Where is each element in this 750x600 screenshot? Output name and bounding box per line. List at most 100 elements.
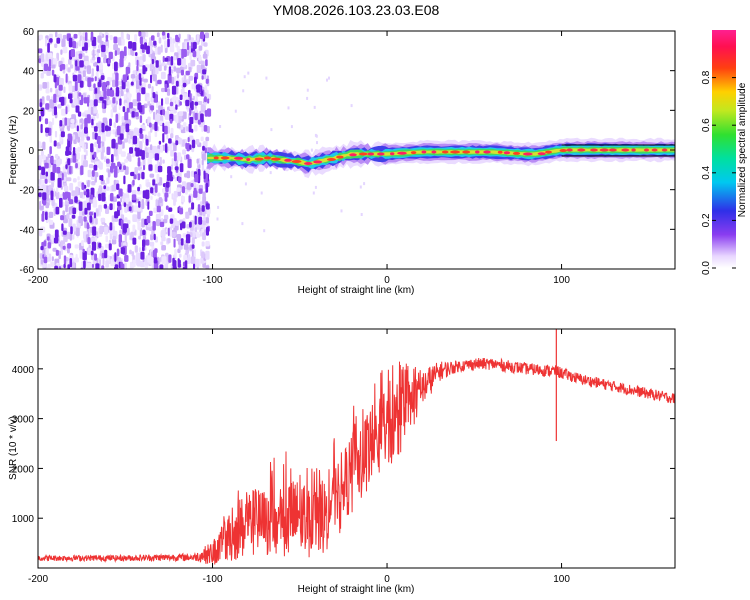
- noise-blob: [124, 234, 127, 243]
- noise-blob: [150, 52, 156, 61]
- noise-blob: [189, 51, 192, 61]
- noise-blob: [98, 255, 102, 260]
- noise-blob: [138, 247, 142, 253]
- noise-blob: [96, 49, 101, 54]
- noise-blob: [128, 41, 133, 49]
- noise-blob: [154, 153, 159, 161]
- noise-blob: [205, 136, 210, 142]
- noise-blob: [152, 179, 156, 186]
- noise-blob: [141, 171, 145, 180]
- snr-y-label: SNR (10 * v/v): [8, 416, 19, 480]
- noise-blob: [162, 109, 165, 116]
- noise-blob: [91, 263, 94, 268]
- colorbar-label: Normalized spectral amplitude: [737, 82, 748, 217]
- noise-blob: [45, 132, 49, 137]
- noise-blob: [68, 199, 74, 205]
- noise-blob: [54, 265, 58, 269]
- noise-blob: [204, 147, 207, 154]
- noise-blob: [185, 99, 190, 107]
- noise-blob: [205, 265, 210, 269]
- noise-blob: [112, 129, 116, 135]
- noise-blob: [146, 215, 151, 224]
- noise-blob: [58, 266, 62, 269]
- noise-blob: [165, 181, 170, 188]
- noise-blob: [52, 58, 58, 65]
- noise-blob: [175, 140, 179, 146]
- noise-blob: [119, 133, 124, 140]
- noise-blob: [157, 46, 161, 55]
- noise-blob: [69, 258, 73, 268]
- ridge-hotspot: [421, 150, 427, 154]
- noise-blob: [84, 42, 88, 51]
- noise-blob: [153, 111, 156, 120]
- noise-blob: [167, 38, 170, 48]
- noise-blob: [114, 266, 117, 269]
- x-tick-label: -100: [203, 574, 223, 585]
- noise-blob: [79, 99, 84, 106]
- noise-blob: [98, 126, 101, 134]
- noise-blob: [157, 165, 163, 173]
- noise-blob: [155, 114, 160, 122]
- noise-blob: [89, 99, 94, 107]
- noise-blob: [187, 137, 190, 143]
- ridge-hotspot: [503, 151, 511, 155]
- noise-blob: [201, 75, 204, 80]
- ridge-hotspot: [621, 148, 630, 152]
- noise-blob: [116, 125, 121, 136]
- noise-blob: [194, 174, 199, 183]
- noise-blob: [197, 119, 201, 125]
- noise-blob: [181, 58, 186, 67]
- noise-blob: [147, 182, 151, 187]
- noise-blob: [142, 229, 146, 236]
- noise-blob: [181, 186, 185, 194]
- noise-blob: [138, 235, 141, 240]
- noise-blob: [182, 233, 187, 238]
- noise-blob: [136, 59, 139, 67]
- noise-blob: [189, 107, 192, 116]
- noise-blob: [112, 62, 115, 70]
- noise-blob: [144, 42, 147, 50]
- y-tick-label: 40: [23, 67, 35, 78]
- noise-blob: [70, 64, 74, 69]
- noise-blob: [131, 77, 135, 83]
- noise-blob: [100, 179, 105, 185]
- noise-blob: [39, 84, 43, 90]
- noise-blob: [126, 219, 131, 225]
- noise-blob: [60, 131, 65, 138]
- noise-blob: [201, 241, 205, 247]
- noise-blob: [197, 101, 203, 105]
- ridge-hotspot: [377, 152, 385, 156]
- noise-blob: [161, 236, 166, 242]
- noise-blob: [156, 32, 160, 38]
- noise-blob: [63, 255, 67, 265]
- noise-blob: [105, 235, 108, 243]
- noise-blob: [86, 188, 90, 198]
- noise-blob: [49, 146, 52, 155]
- noise-blob: [45, 38, 48, 47]
- noise-blob: [112, 235, 116, 241]
- noise-blob: [89, 194, 94, 200]
- spectrogram-y-label: Frequency (Hz): [8, 116, 19, 185]
- noise-speck: [260, 191, 263, 195]
- noise-blob: [169, 101, 174, 107]
- noise-blob: [142, 239, 146, 247]
- noise-blob: [171, 231, 176, 237]
- noise-blob: [112, 97, 116, 104]
- noise-blob: [87, 237, 91, 245]
- noise-blob: [179, 208, 184, 215]
- noise-blob: [132, 259, 136, 268]
- noise-blob: [170, 149, 175, 157]
- noise-blob: [167, 171, 173, 178]
- noise-blob: [132, 179, 135, 186]
- noise-blob: [132, 237, 137, 245]
- noise-blob: [50, 100, 55, 109]
- noise-blob: [175, 96, 179, 106]
- noise-blob: [64, 191, 69, 198]
- y-tick-label: 3000: [12, 415, 35, 426]
- noise-blob: [111, 215, 115, 223]
- noise-blob: [192, 41, 197, 50]
- noise-blob: [180, 69, 184, 76]
- noise-blob: [112, 225, 115, 232]
- noise-blob: [79, 141, 83, 146]
- noise-blob: [136, 92, 141, 102]
